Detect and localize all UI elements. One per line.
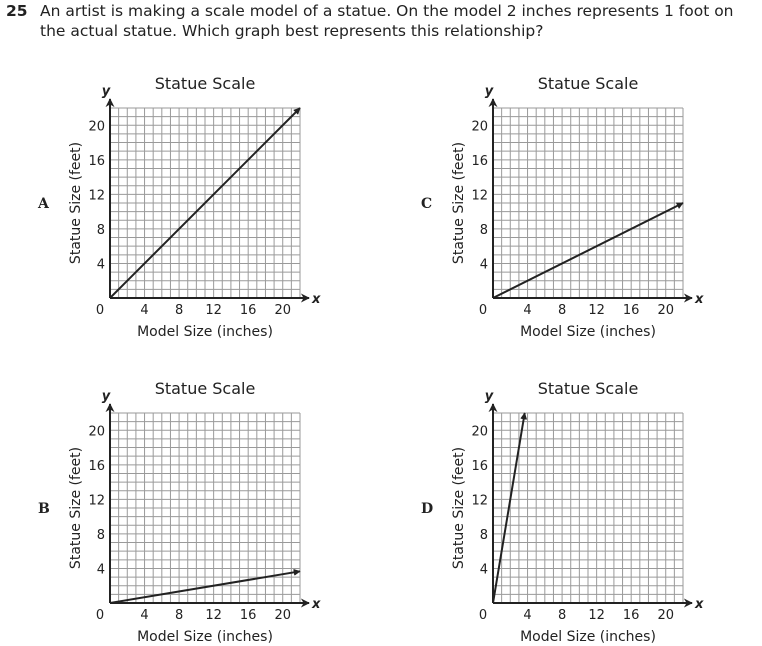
- series-line: [492, 412, 528, 604]
- series-line: [109, 568, 301, 604]
- y-tick-label: 8: [480, 223, 488, 238]
- y-tick-label: 8: [97, 528, 105, 543]
- x-tick-label: 8: [175, 608, 183, 623]
- y-tick-label: 20: [88, 119, 105, 134]
- chart-title: Statue Scale: [155, 74, 256, 93]
- x-tick-label: 0: [96, 303, 104, 318]
- x-tick-label: 20: [657, 608, 674, 623]
- question-number: 25: [6, 2, 28, 20]
- y-tick-label: 16: [471, 459, 488, 474]
- y-tick-label: 8: [480, 528, 488, 543]
- y-tick-label: 20: [471, 424, 488, 439]
- y-axis-label: Statue Size (feet): [451, 447, 467, 569]
- y-axis-label: Statue Size (feet): [68, 142, 84, 264]
- x-axis-variable: x: [311, 292, 321, 307]
- x-axis-label: Model Size (inches): [520, 324, 656, 340]
- x-tick-label: 0: [96, 608, 104, 623]
- x-tick-label: 4: [140, 608, 148, 623]
- y-axis-variable: y: [102, 389, 111, 404]
- y-tick-label: 4: [97, 257, 105, 272]
- y-axis-label: Statue Size (feet): [68, 447, 84, 569]
- chart-title: Statue Scale: [538, 74, 639, 93]
- x-tick-label: 16: [240, 608, 257, 623]
- x-axis-label: Model Size (inches): [520, 629, 656, 645]
- x-tick-label: 4: [523, 303, 531, 318]
- x-tick-label: 20: [274, 303, 291, 318]
- y-axis-label: Statue Size (feet): [451, 142, 467, 264]
- x-axis-variable: x: [694, 292, 704, 307]
- choice-label-b: B: [38, 501, 50, 517]
- y-axis-variable: y: [485, 389, 494, 404]
- y-axis-variable: y: [102, 84, 111, 99]
- x-tick-label: 8: [175, 303, 183, 318]
- y-tick-label: 4: [97, 562, 105, 577]
- choice-label-c: C: [421, 196, 432, 212]
- choice-label-d: D: [421, 501, 433, 517]
- x-axis-label: Model Size (inches): [137, 324, 273, 340]
- y-tick-label: 8: [97, 223, 105, 238]
- x-tick-label: 16: [623, 303, 640, 318]
- y-axis-variable: y: [485, 84, 494, 99]
- x-tick-label: 12: [588, 608, 605, 623]
- chart-d: x y 0 4 8 12 16 20 4 8 12 16 20 Statue Scale Model Siz…: [421, 379, 704, 645]
- x-tick-label: 12: [205, 303, 222, 318]
- x-tick-label: 12: [205, 608, 222, 623]
- x-axis-label: Model Size (inches): [137, 629, 273, 645]
- x-tick-label: 16: [623, 608, 640, 623]
- x-tick-label: 20: [657, 303, 674, 318]
- y-tick-label: 16: [471, 154, 488, 169]
- y-tick-label: 4: [480, 257, 488, 272]
- series-line: [492, 202, 684, 299]
- chart-c: x y 0 4 8 12 16 20 4 8 12 16 20 Statue Scale Model Siz…: [421, 74, 704, 340]
- choice-label-a: A: [37, 196, 50, 212]
- y-tick-label: 12: [88, 493, 105, 508]
- x-axis-variable: x: [694, 597, 704, 612]
- y-tick-label: 12: [88, 188, 105, 203]
- x-tick-label: 4: [523, 608, 531, 623]
- x-tick-label: 8: [558, 608, 566, 623]
- x-tick-label: 12: [588, 303, 605, 318]
- x-axis-variable: x: [311, 597, 321, 612]
- y-tick-label: 16: [88, 154, 105, 169]
- x-tick-label: 0: [479, 303, 487, 318]
- y-tick-label: 16: [88, 459, 105, 474]
- chart-a: x y 0 4 8 12 16 20 4 8 12 16 20 Statue Scale Model Siz…: [37, 74, 321, 340]
- x-tick-label: 8: [558, 303, 566, 318]
- series-line: [109, 107, 301, 299]
- y-tick-label: 20: [88, 424, 105, 439]
- x-tick-label: 4: [140, 303, 148, 318]
- chart-b: x y 0 4 8 12 16 20 4 8 12 16 20 Statue Scale Model Siz…: [38, 379, 321, 645]
- y-tick-label: 12: [471, 188, 488, 203]
- y-tick-label: 4: [480, 562, 488, 577]
- chart-title: Statue Scale: [155, 379, 256, 398]
- y-tick-label: 20: [471, 119, 488, 134]
- x-tick-label: 20: [274, 608, 291, 623]
- question-text: An artist is making a scale model of a s…: [40, 2, 734, 40]
- y-tick-label: 12: [471, 493, 488, 508]
- chart-title: Statue Scale: [538, 379, 639, 398]
- x-tick-label: 0: [479, 608, 487, 623]
- x-tick-label: 16: [240, 303, 257, 318]
